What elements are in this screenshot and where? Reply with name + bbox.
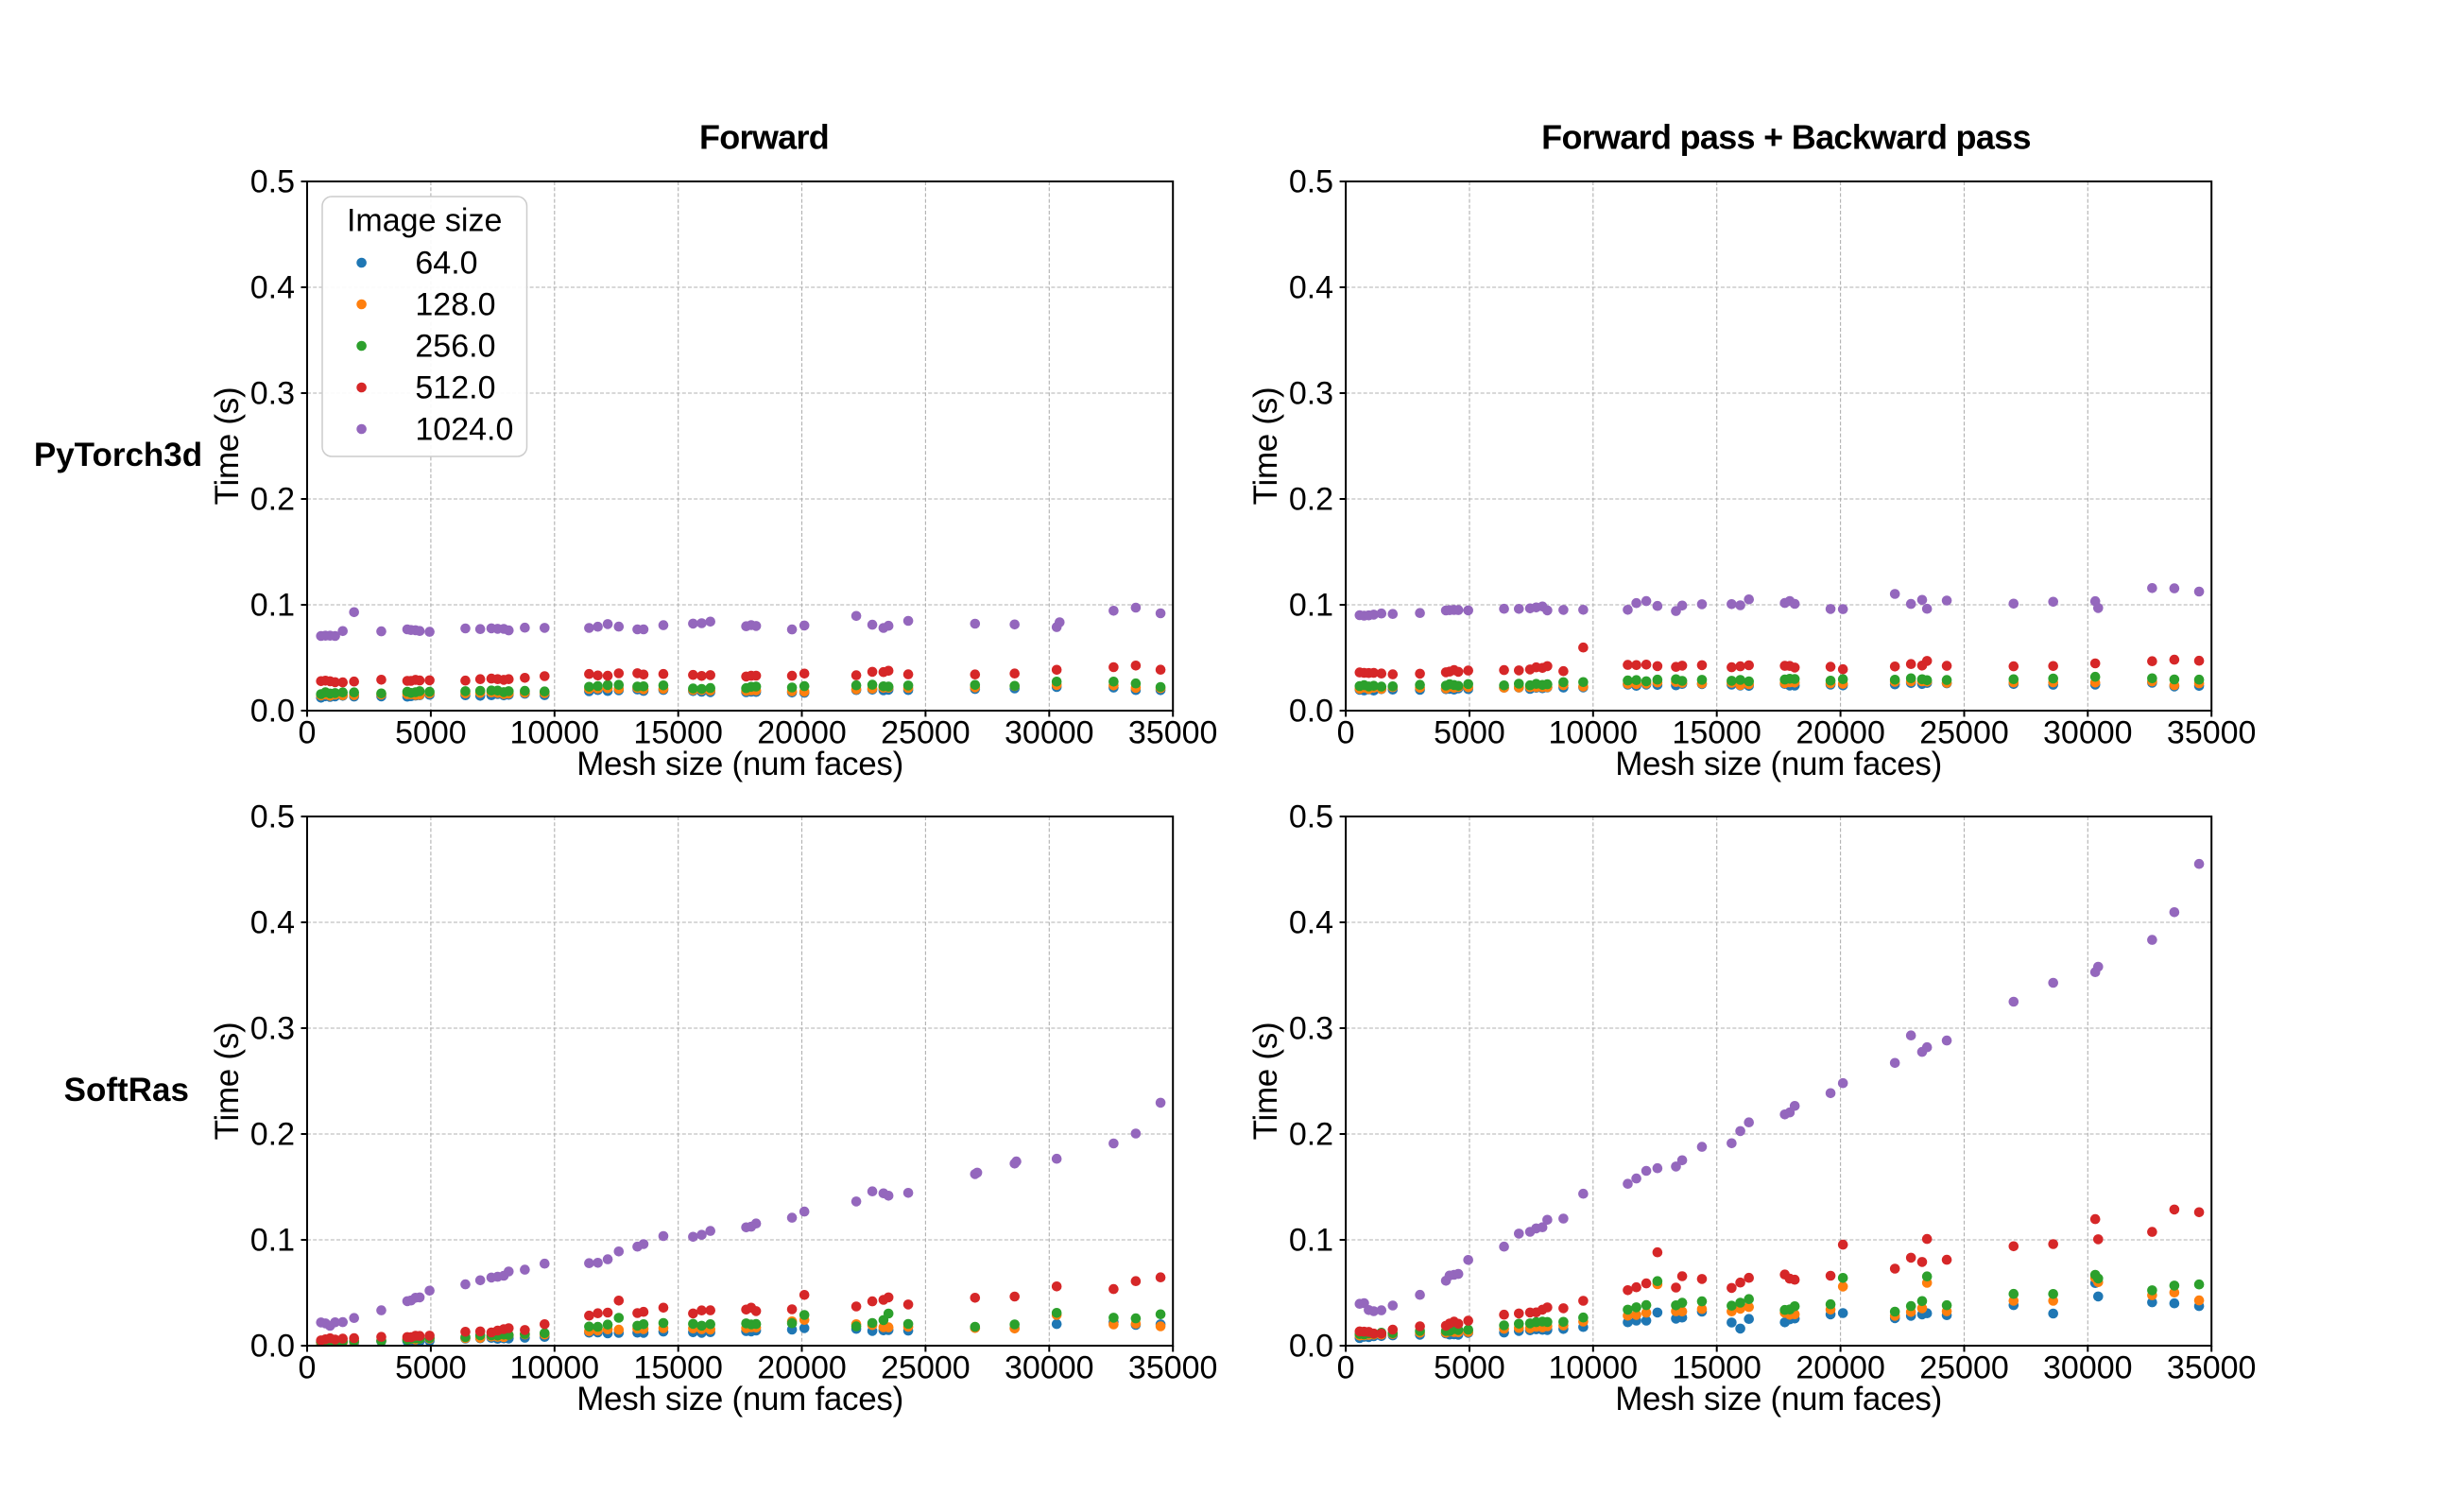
svg-text:0.2: 0.2 (250, 1117, 295, 1153)
svg-text:35000: 35000 (2167, 715, 2257, 751)
svg-text:Mesh size (num faces): Mesh size (num faces) (1615, 746, 1942, 782)
svg-text:35000: 35000 (1128, 1350, 1218, 1386)
svg-text:25000: 25000 (1919, 1350, 2009, 1386)
svg-text:0.2: 0.2 (1289, 482, 1333, 518)
svg-text:0.3: 0.3 (250, 376, 295, 412)
svg-text:15000: 15000 (633, 715, 723, 751)
svg-text:1024.0: 1024.0 (415, 412, 513, 448)
svg-text:0.4: 0.4 (250, 270, 295, 306)
svg-text:0.3: 0.3 (1289, 1011, 1333, 1047)
svg-text:256.0: 256.0 (415, 329, 495, 365)
svg-text:0: 0 (1337, 715, 1355, 751)
svg-text:Mesh size (num faces): Mesh size (num faces) (1615, 1381, 1942, 1418)
svg-text:5000: 5000 (1434, 715, 1505, 751)
svg-text:Time (s): Time (s) (1247, 387, 1284, 506)
svg-text:0: 0 (1337, 1350, 1355, 1386)
svg-text:Mesh size (num faces): Mesh size (num faces) (576, 746, 903, 782)
svg-text:25000: 25000 (1919, 715, 2009, 751)
svg-text:30000: 30000 (2043, 715, 2133, 751)
svg-text:0.1: 0.1 (1289, 588, 1333, 624)
svg-text:0.1: 0.1 (1289, 1223, 1333, 1259)
svg-text:0.1: 0.1 (250, 588, 295, 624)
svg-text:Forward: Forward (699, 118, 829, 157)
svg-text:Forward pass + Backward pass: Forward pass + Backward pass (1541, 118, 2031, 157)
svg-text:0.5: 0.5 (1289, 164, 1333, 200)
svg-text:0.5: 0.5 (250, 799, 295, 835)
svg-text:5000: 5000 (1434, 1350, 1505, 1386)
svg-text:35000: 35000 (2167, 1350, 2257, 1386)
svg-text:SoftRas: SoftRas (64, 1072, 189, 1108)
svg-text:128.0: 128.0 (415, 287, 495, 323)
svg-text:10000: 10000 (1549, 715, 1639, 751)
svg-text:Time (s): Time (s) (209, 387, 246, 506)
svg-text:0.5: 0.5 (250, 164, 295, 200)
svg-text:Time (s): Time (s) (1247, 1022, 1284, 1141)
svg-text:0.0: 0.0 (1289, 694, 1333, 730)
svg-text:0.0: 0.0 (1289, 1329, 1333, 1365)
svg-text:25000: 25000 (881, 715, 971, 751)
svg-text:0.0: 0.0 (250, 1329, 295, 1365)
svg-text:0: 0 (299, 1350, 317, 1386)
svg-text:0.2: 0.2 (250, 482, 295, 518)
svg-text:512.0: 512.0 (415, 370, 495, 406)
svg-text:10000: 10000 (510, 715, 600, 751)
svg-text:0: 0 (299, 715, 317, 751)
svg-text:0.4: 0.4 (1289, 905, 1333, 941)
svg-text:0.0: 0.0 (250, 694, 295, 730)
svg-text:0.5: 0.5 (1289, 799, 1333, 835)
svg-text:Time (s): Time (s) (209, 1022, 246, 1141)
svg-text:20000: 20000 (757, 1350, 847, 1386)
svg-text:5000: 5000 (395, 1350, 467, 1386)
svg-text:Mesh size (num faces): Mesh size (num faces) (576, 1381, 903, 1418)
svg-text:Image size: Image size (347, 203, 502, 239)
svg-text:15000: 15000 (633, 1350, 723, 1386)
svg-text:10000: 10000 (510, 1350, 600, 1386)
svg-text:PyTorch3d: PyTorch3d (34, 437, 202, 473)
svg-text:10000: 10000 (1549, 1350, 1639, 1386)
svg-text:15000: 15000 (1672, 1350, 1761, 1386)
svg-text:30000: 30000 (1005, 715, 1094, 751)
svg-text:15000: 15000 (1672, 715, 1761, 751)
svg-text:20000: 20000 (1796, 715, 1885, 751)
svg-text:35000: 35000 (1128, 715, 1218, 751)
svg-text:0.4: 0.4 (1289, 270, 1333, 306)
svg-text:20000: 20000 (757, 715, 847, 751)
svg-text:30000: 30000 (1005, 1350, 1094, 1386)
svg-text:0.4: 0.4 (250, 905, 295, 941)
svg-text:64.0: 64.0 (415, 246, 477, 282)
svg-text:20000: 20000 (1796, 1350, 1885, 1386)
svg-text:0.1: 0.1 (250, 1223, 295, 1259)
svg-text:5000: 5000 (395, 715, 467, 751)
svg-text:0.3: 0.3 (1289, 376, 1333, 412)
svg-text:25000: 25000 (881, 1350, 971, 1386)
svg-text:30000: 30000 (2043, 1350, 2133, 1386)
svg-text:0.2: 0.2 (1289, 1117, 1333, 1153)
svg-text:0.3: 0.3 (250, 1011, 295, 1047)
